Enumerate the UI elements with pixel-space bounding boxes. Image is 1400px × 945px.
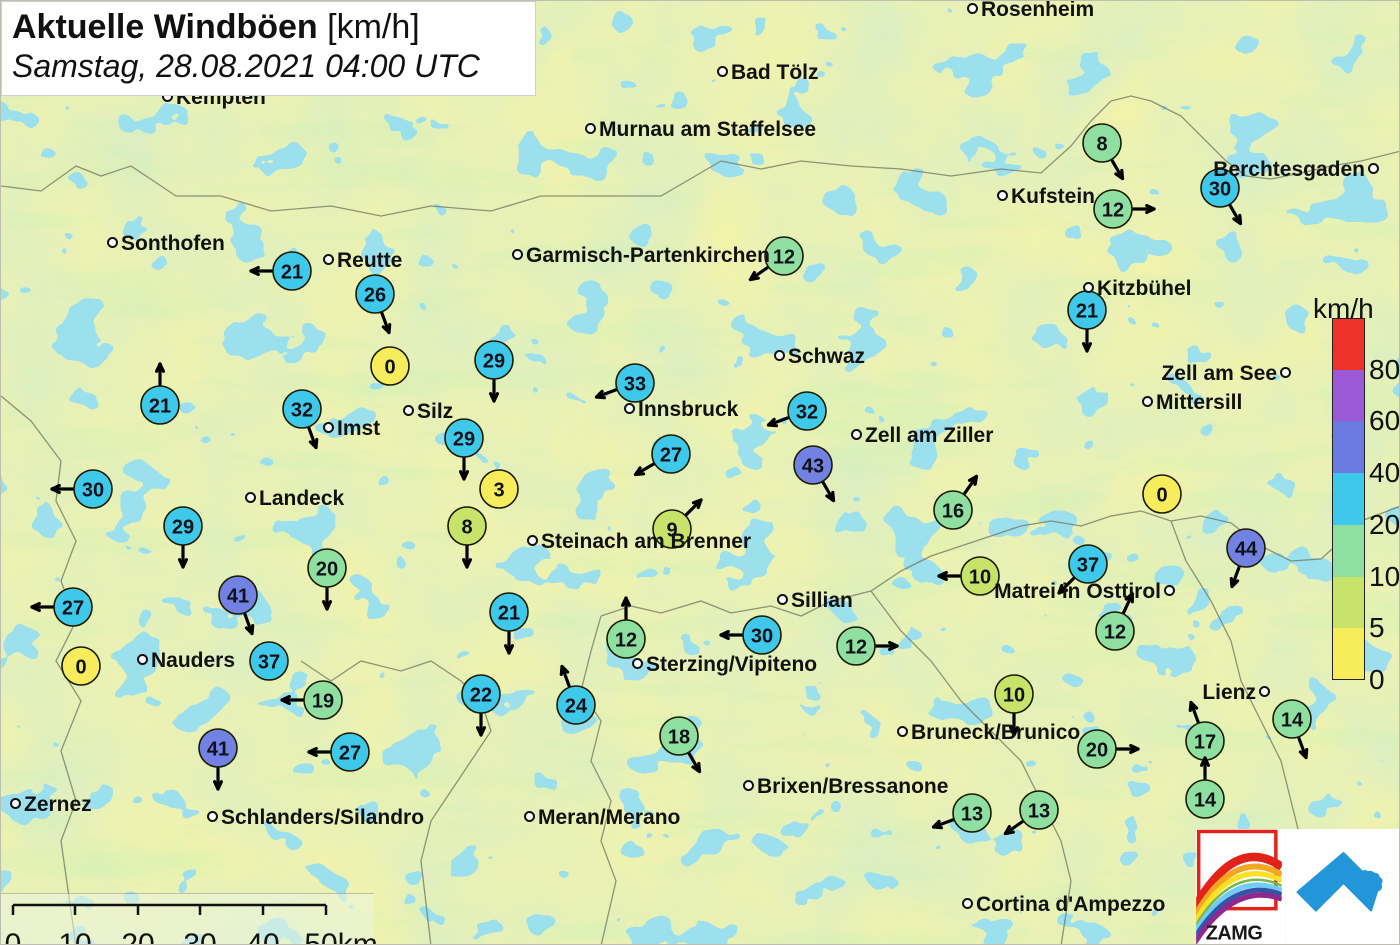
svg-text:18: 18 xyxy=(668,727,690,749)
svg-text:27: 27 xyxy=(660,445,682,467)
svg-text:12: 12 xyxy=(845,637,867,659)
svg-text:12: 12 xyxy=(1102,200,1124,222)
svg-text:10: 10 xyxy=(1003,685,1025,707)
svg-text:3: 3 xyxy=(493,480,504,502)
svg-text:37: 37 xyxy=(1077,555,1099,577)
svg-text:41: 41 xyxy=(227,586,249,608)
svg-text:32: 32 xyxy=(291,400,313,422)
svg-text:43: 43 xyxy=(802,456,824,478)
svg-text:29: 29 xyxy=(453,429,475,451)
svg-text:12: 12 xyxy=(1104,622,1126,644)
svg-text:21: 21 xyxy=(149,396,171,418)
svg-text:14: 14 xyxy=(1194,790,1217,812)
svg-text:32: 32 xyxy=(796,402,818,424)
svg-text:0: 0 xyxy=(75,657,86,679)
svg-text:12: 12 xyxy=(615,630,637,652)
svg-text:14: 14 xyxy=(1281,710,1304,732)
svg-text:27: 27 xyxy=(339,743,361,765)
svg-text:30: 30 xyxy=(751,626,773,648)
svg-text:30: 30 xyxy=(1209,179,1231,201)
svg-text:44: 44 xyxy=(1235,539,1258,561)
svg-text:12: 12 xyxy=(773,247,795,269)
svg-text:30: 30 xyxy=(82,480,104,502)
svg-text:20: 20 xyxy=(1086,740,1108,762)
svg-text:37: 37 xyxy=(258,652,280,674)
svg-text:19: 19 xyxy=(312,691,334,713)
svg-text:22: 22 xyxy=(470,685,492,707)
svg-text:17: 17 xyxy=(1194,732,1216,754)
svg-text:10: 10 xyxy=(969,567,991,589)
svg-text:41: 41 xyxy=(207,739,229,761)
svg-text:0: 0 xyxy=(384,357,395,379)
svg-text:8: 8 xyxy=(461,517,472,539)
svg-text:16: 16 xyxy=(942,501,964,523)
svg-text:27: 27 xyxy=(62,598,84,620)
svg-text:0: 0 xyxy=(1156,485,1167,507)
svg-text:29: 29 xyxy=(172,517,194,539)
svg-text:21: 21 xyxy=(281,262,303,284)
svg-text:13: 13 xyxy=(1028,801,1050,823)
svg-text:13: 13 xyxy=(961,804,983,826)
svg-text:26: 26 xyxy=(364,285,386,307)
svg-text:33: 33 xyxy=(624,374,646,396)
svg-text:21: 21 xyxy=(1076,301,1098,323)
svg-text:24: 24 xyxy=(565,696,588,718)
svg-text:29: 29 xyxy=(483,351,505,373)
svg-text:21: 21 xyxy=(498,603,520,625)
svg-text:ZAMG: ZAMG xyxy=(1206,923,1263,945)
svg-text:8: 8 xyxy=(1096,134,1107,156)
svg-text:20: 20 xyxy=(316,559,338,581)
